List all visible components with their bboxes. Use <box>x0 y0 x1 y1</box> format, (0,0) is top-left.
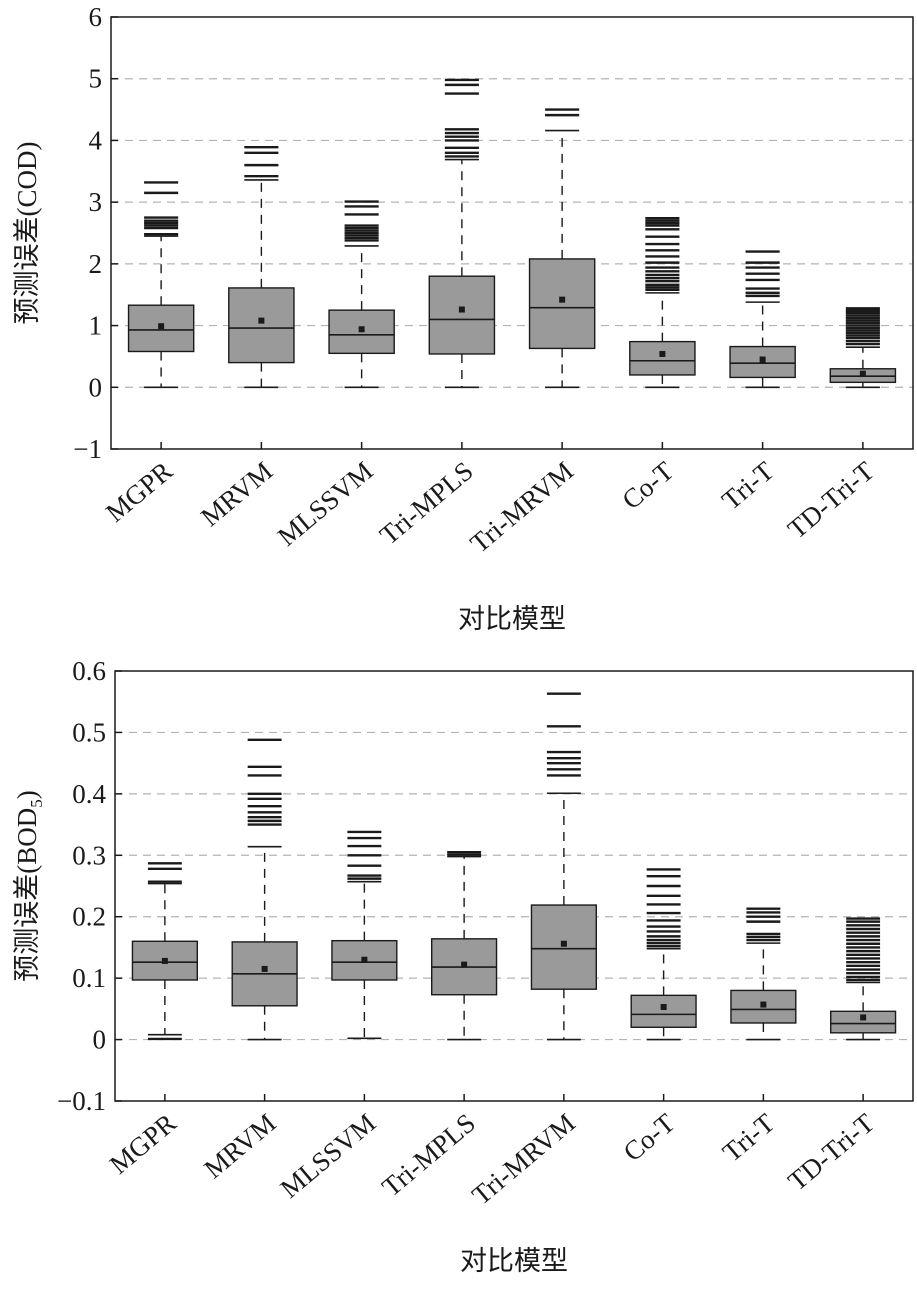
box-mlssvm <box>328 200 395 389</box>
mean-marker <box>158 323 165 330</box>
mean-marker <box>660 1004 667 1011</box>
y-axis-label-main: 预测误差(BOD <box>12 808 42 982</box>
box-td-tri-t <box>830 917 897 1041</box>
box-tri-t <box>730 907 797 1041</box>
box-tri-mrvm <box>530 692 597 1041</box>
mean-marker <box>560 940 567 947</box>
x-tick-label: MRVM <box>195 456 278 533</box>
x-tick-label: Co-T <box>618 1107 681 1167</box>
iqr-box <box>331 939 398 981</box>
y-tick-label: −0.1 <box>57 1086 106 1116</box>
mean-marker <box>659 350 666 357</box>
x-tick-label: TD-Tri-T <box>782 455 880 544</box>
y-tick-label: 0 <box>89 372 103 402</box>
iqr-box <box>131 940 198 981</box>
y-axis-label-subscript: 5 <box>27 799 46 808</box>
y-axis-label: 预测误差(BOD5) <box>12 790 46 982</box>
iqr-box <box>428 275 496 355</box>
x-axis-label: 对比模型 <box>460 1246 568 1276</box>
box-tri-mpls <box>431 851 498 1041</box>
mean-marker <box>361 956 368 963</box>
mean-marker <box>860 1014 867 1021</box>
box-mrvm <box>231 738 298 1041</box>
iqr-box <box>629 340 696 376</box>
y-tick-label: 0.5 <box>72 717 106 747</box>
box-td-tri-t <box>829 307 897 389</box>
iqr-box <box>630 994 697 1028</box>
y-tick-label: 0.2 <box>72 902 106 932</box>
mean-marker <box>458 306 465 313</box>
bod5-error-boxplot: −0.1 0 0.1 0.2 0.3 0.4 0.5 0.6 MGPR MRVM MLSSVM Tr… <box>0 644 917 1288</box>
x-tick-label: MGPR <box>100 456 178 528</box>
box-mgpr <box>127 181 195 389</box>
box-co-t <box>630 868 697 1041</box>
mean-marker <box>760 1001 767 1008</box>
x-tick-label: Tri-MPLS <box>374 456 479 551</box>
iqr-box <box>830 1010 897 1034</box>
iqr-box <box>530 904 597 990</box>
box-tri-t <box>729 250 796 389</box>
box-tri-mrvm <box>528 108 596 389</box>
mean-marker <box>261 965 268 972</box>
y-tick-label: 1 <box>89 311 103 341</box>
cod-chart-svg: −1 0 1 2 3 4 5 6 MGPR MRVMMLSSVMTri-MPLSTri-MRVM… <box>12 2 914 634</box>
mean-marker <box>559 296 566 303</box>
y-tick-label: 5 <box>89 64 103 94</box>
x-tick-label: Tri-MRVM <box>464 456 579 559</box>
y-axis-label-tail: ) <box>12 790 42 799</box>
box-mlssvm <box>331 830 398 1040</box>
y-tick-label: 0.4 <box>72 779 106 809</box>
plot-frame <box>110 16 914 450</box>
x-tick-label: Tri-MPLS <box>376 1108 481 1203</box>
y-tick-label: 0 <box>93 1025 107 1055</box>
box-mrvm <box>228 146 295 389</box>
mean-marker <box>358 326 365 333</box>
box-mgpr <box>131 862 198 1041</box>
mean-marker <box>759 356 766 363</box>
iqr-box <box>228 287 295 364</box>
x-tick-label: MLSSVM <box>272 456 379 552</box>
y-axis-label-main: 预测误差(COD) <box>12 142 42 325</box>
y-tick-label: 0.1 <box>72 963 106 993</box>
plot-frame <box>114 670 914 1102</box>
y-tick-label: 0.3 <box>72 840 106 870</box>
x-tick-label: TD-Tri-T <box>782 1107 880 1196</box>
box-co-t <box>629 216 696 389</box>
x-tick-label: MGPR <box>104 1108 182 1180</box>
y-tick-label: −1 <box>73 434 102 464</box>
mean-marker <box>258 317 265 324</box>
x-tick-label: Tri-T <box>717 1107 781 1167</box>
mean-marker <box>461 961 468 968</box>
bod5-chart-svg: −0.100.10.20.30.40.50.6 MGPR MRVMMLSSVMTr… <box>12 656 914 1276</box>
cod-error-boxplot: −1 0 1 2 3 4 5 6 MGPR MRVM MLSSVM Tri-MPLS Tri-MRVM… <box>0 0 917 644</box>
mean-marker <box>859 370 866 377</box>
y-tick-label: 4 <box>89 125 103 155</box>
box-tri-mpls <box>428 78 496 389</box>
y-tick-label: 0.6 <box>72 656 106 686</box>
y-tick-label: 2 <box>89 249 103 279</box>
iqr-box <box>528 258 596 350</box>
y-axis-label: 预测误差(COD) <box>12 142 42 325</box>
x-tick-label: Tri-T <box>716 455 780 515</box>
y-tick-label: 6 <box>89 2 103 32</box>
x-tick-label: MRVM <box>198 1108 281 1185</box>
x-tick-label: Co-T <box>616 455 679 515</box>
x-axis-label: 对比模型 <box>458 604 566 634</box>
y-tick-label: 3 <box>89 187 103 217</box>
x-tick-label: MLSSVM <box>275 1108 382 1204</box>
x-tick-label: Tri-MRVM <box>466 1108 581 1211</box>
mean-marker <box>161 957 168 964</box>
